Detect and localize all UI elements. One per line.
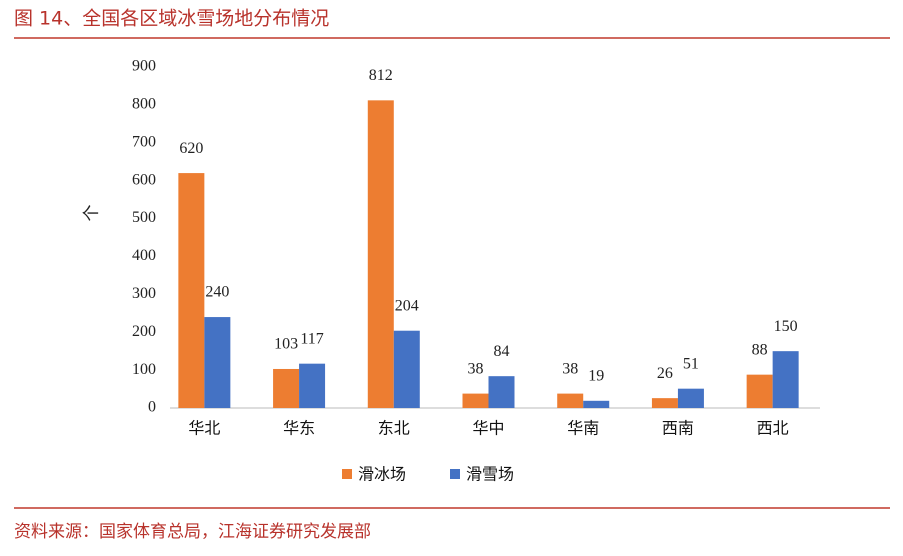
bar [367, 100, 394, 408]
bar [651, 398, 678, 408]
y-tick-label: 300 [132, 285, 156, 302]
y-tick-label: 400 [132, 247, 156, 264]
x-tick-label: 华东 [283, 419, 315, 438]
y-tick-label: 500 [132, 209, 156, 226]
bar [583, 400, 610, 408]
data-label: 117 [300, 330, 323, 347]
x-tick-label: 华南 [567, 419, 599, 438]
legend-swatch [342, 469, 352, 479]
y-axis-label: 个 [82, 205, 102, 222]
legend-swatch [450, 469, 460, 479]
data-label: 812 [369, 67, 393, 84]
data-label: 38 [468, 360, 484, 377]
bar [488, 376, 515, 408]
x-tick-label: 东北 [378, 419, 410, 438]
x-tick-label: 华北 [188, 419, 220, 438]
x-tick-label: 西北 [757, 419, 789, 438]
y-tick-label: 900 [132, 58, 156, 75]
y-tick-label: 0 [148, 399, 156, 416]
bar [178, 173, 205, 408]
bar [462, 393, 489, 408]
data-label: 150 [774, 318, 798, 335]
data-label: 88 [752, 341, 768, 358]
source: 资料来源：国家体育总局，江海证券研究发展部 [14, 522, 371, 542]
legend-label: 滑雪场 [466, 465, 514, 484]
bar [204, 317, 231, 408]
data-label: 240 [205, 284, 229, 301]
y-tick-label: 600 [132, 171, 156, 188]
data-label: 204 [395, 297, 419, 314]
bar [273, 368, 300, 408]
x-tick-label: 华中 [472, 419, 504, 438]
data-label: 84 [494, 343, 510, 360]
y-tick-label: 800 [132, 96, 156, 113]
title: 图 14、全国各区域冰雪场地分布情况 [14, 8, 329, 30]
bar [677, 388, 704, 408]
bar [746, 374, 773, 408]
bar [772, 351, 799, 408]
legend-label: 滑冰场 [358, 465, 406, 484]
data-label: 51 [683, 355, 699, 372]
x-tick-label: 西南 [662, 419, 694, 438]
y-tick-label: 200 [132, 323, 156, 340]
data-label: 26 [657, 365, 673, 382]
data-label: 19 [588, 367, 604, 384]
bar [299, 363, 326, 408]
data-label: 38 [562, 360, 578, 377]
bar [393, 330, 420, 408]
data-label: 620 [179, 140, 203, 157]
bar [557, 393, 584, 408]
y-tick-label: 700 [132, 133, 156, 150]
data-label: 103 [274, 336, 298, 353]
y-tick-label: 100 [132, 361, 156, 378]
